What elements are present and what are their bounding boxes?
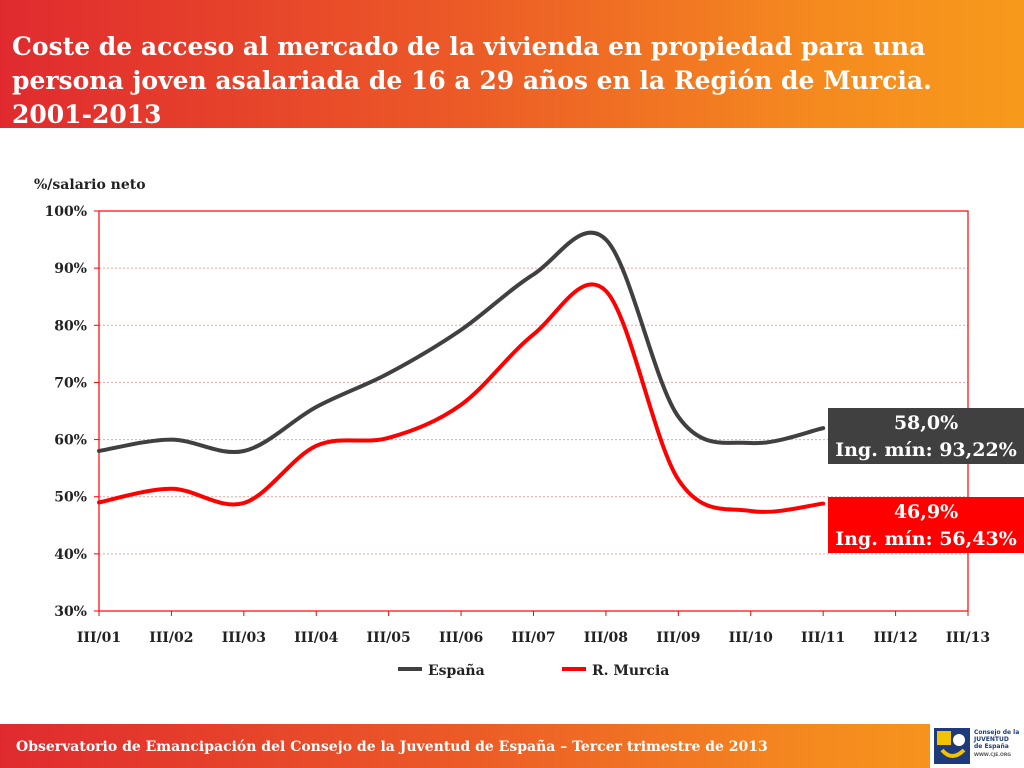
- y-tick-label: 30%: [54, 604, 87, 620]
- logo-line-1: Consejo de la: [974, 729, 1020, 736]
- footer-banner: Observatorio de Emancipación del Consejo…: [0, 724, 1024, 768]
- x-tick-label: III/09: [656, 630, 700, 646]
- y-tick-label: 60%: [54, 433, 87, 449]
- y-tick-label: 100%: [44, 204, 87, 220]
- x-tick-label: III/08: [584, 630, 628, 646]
- cje-logo-icon: [934, 728, 970, 764]
- x-tick-label: III/06: [439, 630, 483, 646]
- espana-callout-text: Ing. mín: 93,22%: [835, 439, 1017, 461]
- x-tick-label: III/11: [801, 630, 845, 646]
- y-tick-label: 50%: [54, 490, 87, 506]
- x-tick-label: III/12: [873, 630, 917, 646]
- series-line-espana: [97, 230, 826, 455]
- x-tick-label: III/13: [946, 630, 990, 646]
- murcia-callout-value: 46,9%: [893, 501, 959, 523]
- title-banner: Coste de acceso al mercado de la viviend…: [0, 0, 1024, 129]
- line-chart: 100% 90% 80% 70% 60% 50% 40% 30% %/salario neto I…: [34, 177, 990, 679]
- logo-line-3: de España: [974, 743, 1009, 750]
- x-tick-label: III/05: [367, 630, 411, 646]
- murcia-callout-text: Ing. mín: 56,43%: [835, 528, 1017, 550]
- y-axis-label: %/salario neto: [34, 177, 146, 193]
- logo-line-2: JUVENTUD: [974, 736, 1009, 743]
- cje-logo-text: Consejo de la JUVENTUD de España WWW.CJE…: [974, 729, 1024, 759]
- series-line-murcia: [97, 282, 826, 514]
- y-tick-label: 70%: [54, 375, 87, 391]
- x-tick-label: III/10: [729, 630, 774, 646]
- legend-label-espana: España: [428, 662, 485, 679]
- espana-callout-value: 58,0%: [893, 412, 959, 434]
- legend-label-murcia: R. Murcia: [592, 663, 669, 679]
- x-tick-label: III/04: [294, 630, 339, 646]
- y-tick-label: 90%: [54, 261, 87, 277]
- x-tick-label: III/02: [149, 630, 193, 646]
- espana-callout: 58,0% Ing. mín: 93,22%: [828, 408, 1024, 464]
- x-tick-label: III/01: [77, 630, 121, 646]
- page-title: Coste de acceso al mercado de la viviend…: [12, 32, 932, 129]
- x-tick-label: III/07: [511, 630, 555, 646]
- logo-url: WWW.CJE.ORG: [974, 753, 1011, 758]
- murcia-callout: 46,9% Ing. mín: 56,43%: [828, 497, 1024, 553]
- cje-logo: Consejo de la JUVENTUD de España WWW.CJE…: [930, 724, 1024, 768]
- x-tick-label: III/03: [222, 630, 266, 646]
- y-tick-label: 40%: [54, 547, 87, 563]
- footer-text: Observatorio de Emancipación del Consejo…: [16, 739, 768, 755]
- y-tick-label: 80%: [54, 318, 87, 334]
